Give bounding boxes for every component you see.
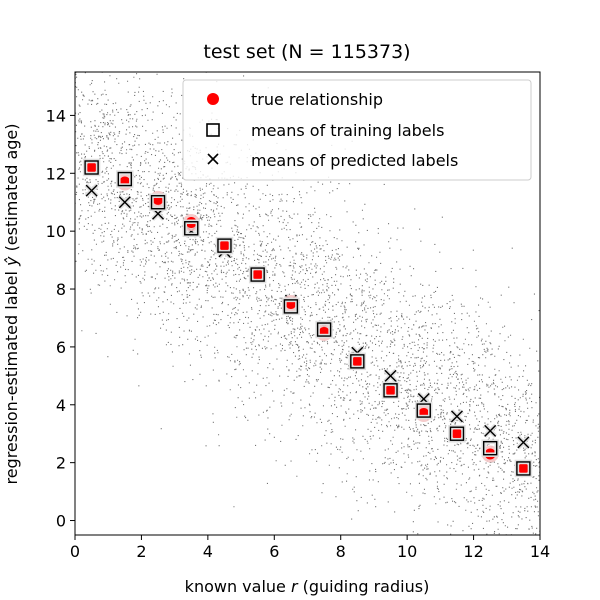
y-tick-label: 10 (46, 222, 66, 241)
y-tick-label: 0 (56, 512, 66, 531)
legend: true relationship means of training labe… (182, 79, 532, 181)
y-tick-label: 2 (56, 454, 66, 473)
x-tick-label: 10 (397, 542, 417, 561)
training-mean-point (315, 320, 333, 339)
legend-marker-training-means (206, 123, 220, 137)
training-mean-point (248, 265, 267, 284)
x-axis: 0 2 4 6 8 10 12 14 (70, 535, 550, 561)
x-tick-label: 8 (336, 542, 346, 561)
training-mean-point (116, 170, 134, 188)
series-markers (82, 158, 533, 478)
scatter-cloud (75, 72, 540, 535)
legend-label-true-relationship: true relationship (251, 90, 383, 109)
predicted-mean-point (449, 409, 465, 424)
legend-label-predicted-means: means of predicted labels (251, 151, 458, 170)
training-mean-point (282, 297, 300, 316)
training-mean-point (82, 158, 101, 177)
y-axis: 0 2 4 6 8 10 12 14 (46, 106, 75, 531)
chart-title: test set (N = 115373) (203, 41, 410, 63)
x-tick-label: 0 (70, 542, 80, 561)
predicted-mean-point (84, 183, 99, 198)
y-tick-label: 6 (56, 338, 66, 357)
x-axis-label: known value r (guiding radius) (185, 577, 430, 596)
training-mean-point (215, 236, 234, 255)
x-tick-label: 2 (136, 542, 146, 561)
x-tick-label: 6 (269, 542, 279, 561)
x-tick-label: 12 (463, 542, 483, 561)
legend-box (182, 79, 532, 181)
plot-frame (74, 71, 541, 536)
y-axis-label: regression-estimated label ŷ (estimated … (2, 123, 21, 484)
training-mean-point (514, 459, 533, 478)
y-tick-label: 14 (46, 106, 66, 125)
x-tick-label: 4 (203, 542, 213, 561)
training-mean-point (348, 352, 367, 371)
y-tick-label: 8 (56, 280, 66, 299)
x-tick-label: 14 (530, 542, 550, 561)
training-mean-point (481, 439, 499, 457)
legend-marker-true-relationship (207, 93, 219, 105)
training-mean-point (182, 219, 200, 238)
training-mean-point (149, 193, 167, 211)
cloud-points (75, 72, 540, 535)
training-mean-point (381, 381, 400, 400)
predicted-mean-point (383, 368, 398, 383)
predicted-mean-point (516, 435, 531, 450)
y-tick-label: 4 (56, 396, 66, 415)
predicted-mean-point (117, 195, 132, 210)
legend-marker-predicted-means (207, 153, 219, 165)
y-tick-label: 12 (46, 164, 66, 183)
predicted-mean-point (483, 423, 498, 438)
legend-label-training-means: means of training labels (251, 121, 444, 140)
training-mean-point (415, 401, 433, 420)
training-mean-point (448, 424, 466, 443)
